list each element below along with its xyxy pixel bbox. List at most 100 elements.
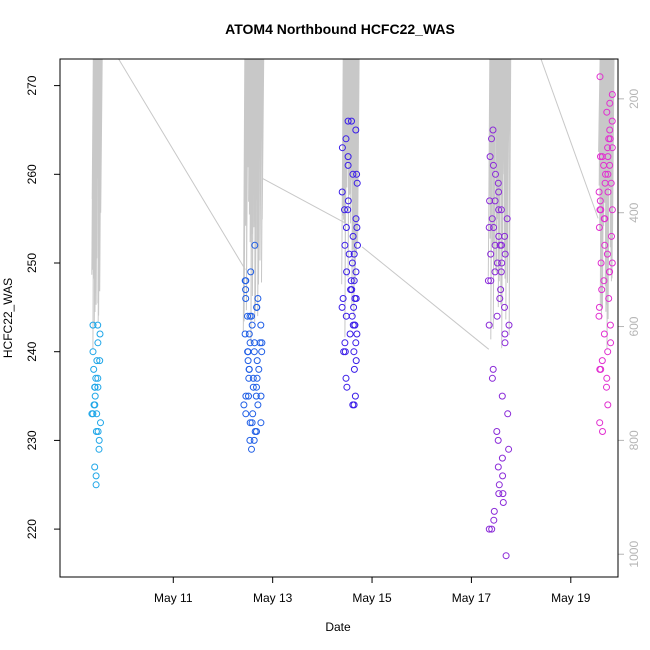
data-point — [246, 419, 254, 427]
data-point — [91, 401, 99, 409]
data-point — [91, 392, 99, 400]
data-point — [242, 410, 250, 418]
data-point — [348, 117, 355, 125]
data-point — [94, 339, 102, 347]
data-point — [600, 161, 608, 169]
data-point — [606, 135, 614, 143]
data-point — [242, 295, 250, 302]
x-tick-label: May 17 — [452, 591, 492, 605]
data-point — [254, 401, 262, 409]
data-point — [490, 516, 498, 524]
data-point — [484, 277, 492, 285]
data-point — [249, 374, 257, 382]
data-point — [257, 419, 265, 427]
data-point — [341, 339, 349, 347]
data-point — [240, 401, 248, 409]
data-point — [244, 312, 251, 320]
data-point — [250, 348, 258, 356]
data-point — [97, 419, 104, 427]
data-point — [248, 445, 255, 453]
data-point — [255, 365, 263, 373]
data-point — [490, 224, 498, 231]
data-point — [245, 365, 253, 373]
data-point — [96, 330, 104, 338]
data-point — [258, 339, 266, 347]
data-point — [250, 436, 258, 444]
data-point — [353, 170, 361, 178]
data-point — [486, 153, 494, 161]
data-point — [595, 303, 603, 311]
data-point — [496, 241, 504, 249]
data-point — [91, 383, 99, 391]
data-point — [242, 286, 250, 294]
data-point — [344, 197, 352, 205]
data-point — [596, 365, 604, 373]
data-point — [603, 250, 611, 258]
data-point — [342, 224, 350, 231]
data-point — [95, 436, 103, 444]
data-point — [253, 374, 261, 382]
data-point — [354, 241, 361, 249]
data-point — [494, 463, 502, 471]
data-point — [350, 365, 358, 373]
data-point — [344, 161, 352, 169]
data-point — [495, 206, 503, 214]
data-point — [342, 135, 350, 143]
data-point — [505, 321, 513, 329]
data-point — [608, 144, 616, 152]
data-point — [595, 312, 603, 320]
data-point — [93, 357, 101, 365]
data-point — [501, 330, 509, 338]
data-point — [606, 321, 614, 329]
data-point — [499, 499, 507, 506]
data-point — [596, 206, 604, 214]
data-point — [353, 224, 361, 231]
altitude-transit-line — [118, 58, 246, 270]
data-point — [498, 392, 506, 400]
x-axis-label: Date — [325, 620, 351, 634]
data-point — [608, 91, 616, 98]
data-point — [257, 321, 265, 329]
data-point — [498, 259, 506, 267]
data-point — [493, 312, 501, 320]
data-point — [488, 135, 495, 143]
data-point — [91, 463, 99, 471]
data-point — [494, 179, 502, 187]
data-point — [608, 259, 616, 267]
data-point — [258, 348, 266, 356]
data-point — [489, 126, 497, 134]
data-point — [495, 490, 503, 498]
data-point — [488, 215, 496, 223]
data-point — [244, 357, 252, 365]
data-point — [495, 232, 503, 240]
data-point — [349, 401, 357, 409]
data-point — [253, 383, 260, 391]
x-tick-label: May 11 — [154, 591, 193, 605]
y-tick-label: 240 — [25, 341, 39, 361]
data-point — [600, 330, 608, 338]
y-tick-label: 270 — [25, 75, 39, 95]
data-point — [604, 348, 612, 356]
secondary-y-tick-label: 200 — [627, 89, 641, 109]
data-point — [92, 472, 100, 480]
data-point — [352, 357, 360, 365]
data-point — [602, 170, 609, 178]
x-tick-label: May 15 — [352, 591, 392, 605]
data-point — [598, 153, 606, 161]
data-point — [347, 277, 355, 285]
data-point — [605, 295, 613, 302]
data-point — [607, 339, 615, 347]
data-point — [351, 321, 359, 329]
data-point — [89, 348, 97, 356]
data-point — [94, 383, 102, 391]
data-point — [494, 436, 502, 444]
data-point — [487, 250, 495, 258]
data-point — [89, 321, 97, 329]
data-point — [497, 286, 505, 294]
y-tick-label: 230 — [25, 430, 39, 450]
data-point — [242, 392, 250, 400]
data-point — [345, 250, 353, 258]
data-point — [605, 268, 613, 276]
data-point — [344, 117, 352, 125]
